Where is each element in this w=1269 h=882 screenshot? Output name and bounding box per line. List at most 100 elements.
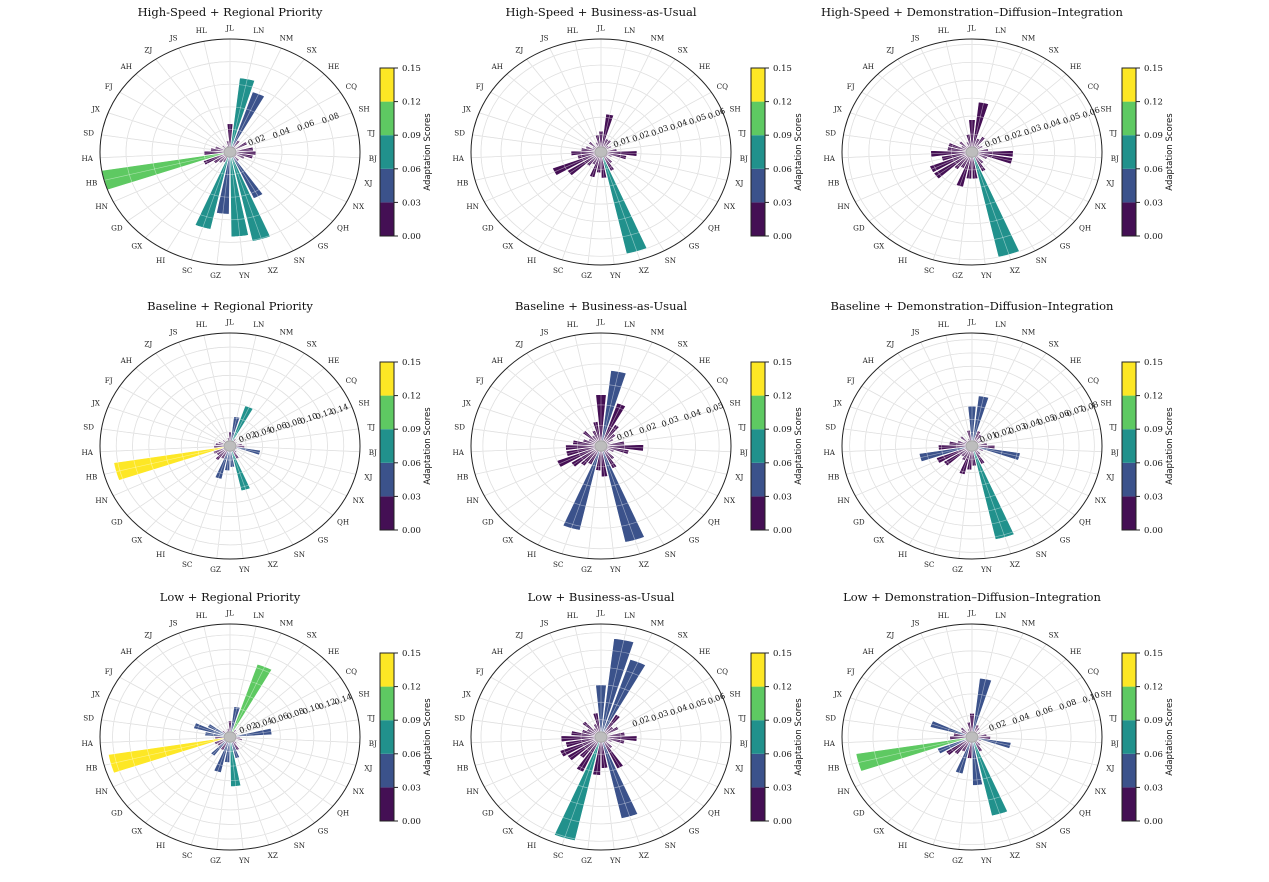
grid-spoke [603,112,724,152]
grid-overlay-ring [925,405,1019,487]
colorbar-axis-label: Adaptation Scores [423,113,433,191]
grid-spoke [549,342,601,445]
category-label: BJ [1111,448,1119,457]
category-label: NX [353,787,365,796]
grid-overlay-spoke [232,737,356,766]
grid-spoke [232,91,341,152]
grid-spoke [232,737,356,766]
category-label: SH [729,398,740,407]
grid-spoke [603,406,724,446]
grid-overlay-spoke [974,112,1095,152]
grid-overlay-spoke [603,151,731,159]
grid-overlay-spoke [908,153,972,251]
grid-spoke [908,738,972,836]
category-label: ZJ [515,340,523,349]
grid-overlay-spoke [974,152,1098,181]
grid-overlay-spoke [232,737,347,788]
grid-spoke [602,738,686,823]
radial-tick-label: 0.14 [333,692,353,707]
category-label: HN [466,202,479,211]
category-label: HL [567,320,578,329]
colorbar-bin [380,68,394,102]
grid-overlay-spoke [561,154,601,260]
category-label: SC [553,266,564,275]
polar-boundary [99,332,361,560]
category-label: ZJ [515,631,523,640]
grid-overlay-spoke [484,737,599,788]
grid-overlay-spoke [601,48,653,151]
category-label: GX [131,536,143,545]
category-label: ZJ [515,46,523,55]
category-label: HE [328,647,340,656]
grid-overlay-spoke [600,448,615,559]
grid-overlay-ring [941,419,1003,473]
grid-spoke [549,48,601,151]
category-label: GX [502,242,514,251]
grid-overlay-ring [540,99,662,205]
grid-overlay-spoke [537,447,601,545]
category-label: ZJ [886,340,894,349]
category-label: XJ [735,764,743,773]
category-label: JL [596,609,605,618]
category-label: SX [1049,631,1060,640]
grid-overlay-spoke [498,447,600,516]
category-label: AH [120,647,132,656]
colorbar: 0.00 0.03 0.06 0.09 0.12 0.15 Adaptation Score… [1121,649,1175,827]
category-label: SN [1036,841,1047,850]
grid-overlay-spoke [602,644,676,736]
grid-overlay-spoke [231,153,315,238]
grid-spoke [972,342,1024,445]
colorbar-bin [380,753,394,788]
category-label: HN [95,787,108,796]
grid-overlay-spoke [506,658,600,736]
category-label: BJ [1111,739,1119,748]
category-label: QH [1079,517,1091,526]
category-label: XZ [1010,851,1020,860]
category-label: HE [699,647,711,656]
grid-overlay-ring [179,692,281,782]
grid-overlay-spoke [861,676,970,737]
grid-overlay-spoke [920,342,972,445]
category-label: QH [708,223,720,232]
grid-overlay-spoke [958,739,973,850]
category-label: GX [873,242,885,251]
category-label: LN [624,26,635,35]
category-label: HI [527,841,536,850]
category-label: JS [911,34,920,43]
grid-overlay-ring [148,375,312,517]
grid-overlay-spoke [972,335,999,444]
grid-overlay-spoke [601,738,665,836]
colorbar: 0.00 0.03 0.06 0.09 0.12 0.15 Adaptation Score… [750,649,804,827]
category-label: GZ [210,565,221,574]
category-label: BJ [369,739,377,748]
grid-overlay-spoke [107,112,228,152]
category-label: CQ [717,376,728,385]
colorbar-tick-label: 0.15 [773,649,792,659]
colorbar-bin [380,395,394,430]
grid-overlay-spoke [908,447,972,545]
colorbar-frame [1121,652,1137,822]
grid-spoke [101,428,228,447]
grid-spoke [232,385,341,446]
grid-spoke [574,41,601,150]
category-label: GS [689,827,700,836]
category-label: HB [457,179,469,188]
category-label: JS [169,328,178,337]
grid-overlay-spoke [472,134,599,153]
category-label: SD [825,129,836,138]
category-label: BJ [369,154,377,163]
colorbar-bin [1122,395,1136,430]
category-label: JX [462,104,472,113]
category-label: NM [1022,328,1036,337]
colorbar-tick-label: 0.06 [402,165,421,175]
colorbar-axis-label: Adaptation Scores [1165,113,1175,191]
grid-spoke [100,445,228,453]
category-label: GS [318,536,329,545]
grid-spoke [232,406,353,446]
grid-overlay-spoke [855,446,970,497]
grid-overlay-spoke [478,406,599,446]
category-label: YN [980,565,992,574]
category-label: JL [225,24,234,33]
